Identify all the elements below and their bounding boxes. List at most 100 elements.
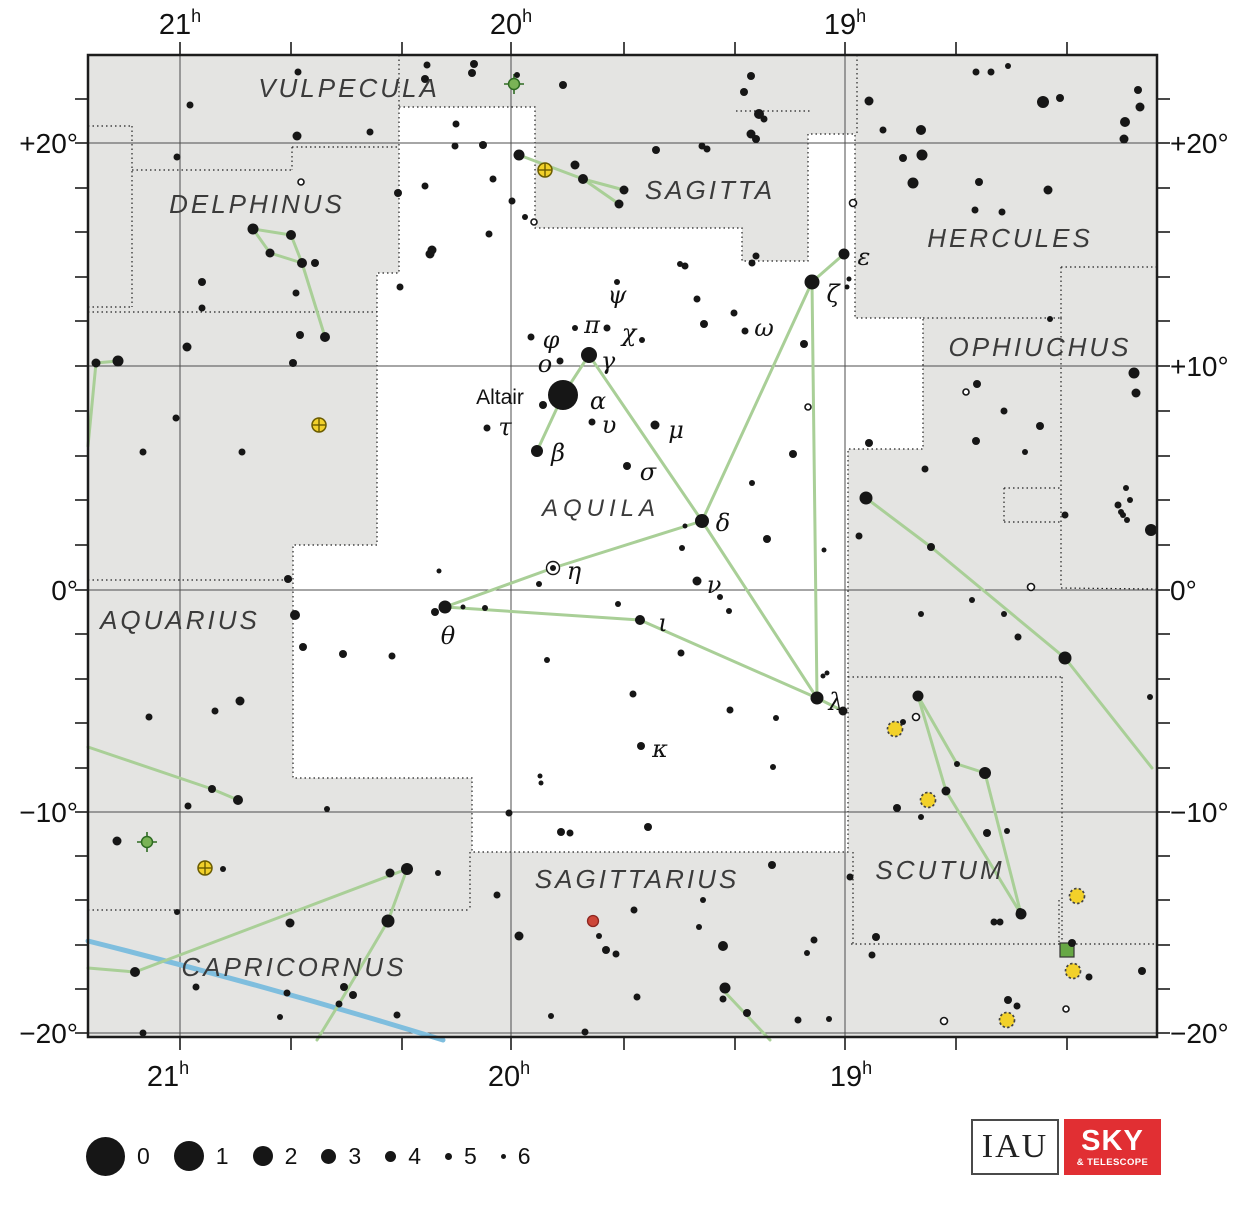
star xyxy=(581,1028,589,1036)
tick-marks xyxy=(75,42,1170,1050)
star xyxy=(220,866,226,872)
star xyxy=(990,918,998,926)
star xyxy=(182,342,192,352)
star xyxy=(615,601,621,607)
ra-label-top: 19h xyxy=(824,6,866,41)
star xyxy=(186,101,194,109)
deep-sky-objects xyxy=(137,74,1086,1029)
star xyxy=(296,331,304,339)
legend-label: 2 xyxy=(284,1142,298,1169)
star xyxy=(996,918,1004,926)
star xyxy=(644,823,652,831)
open-star xyxy=(848,198,858,208)
star xyxy=(614,199,624,209)
star xyxy=(588,418,596,426)
constellation-label: SCUTUM xyxy=(875,855,1004,885)
greek-letter-label: ζ xyxy=(826,280,841,308)
figure-line xyxy=(810,280,819,700)
legend-label: 3 xyxy=(348,1142,362,1169)
star xyxy=(718,941,728,951)
star xyxy=(570,160,580,170)
star xyxy=(566,829,574,837)
figure-line xyxy=(864,496,1154,770)
star xyxy=(703,145,711,153)
greek-letter-label: η xyxy=(567,557,582,585)
constellation-name-labels: VULPECULA DELPHINUS SAGITTA HERCULES OPHIUCH… xyxy=(98,73,1131,982)
star xyxy=(826,1016,832,1022)
star xyxy=(1120,117,1130,127)
star xyxy=(292,289,300,297)
star xyxy=(1118,509,1124,515)
star xyxy=(1022,449,1028,455)
magnitude-dot-icon xyxy=(173,1141,204,1171)
star xyxy=(719,995,727,1003)
constellation-label: SAGITTA xyxy=(645,175,775,205)
star xyxy=(679,545,685,551)
logo-row: IAU SKY & TELESCOPE xyxy=(971,1119,1161,1177)
open-star xyxy=(962,388,970,396)
star xyxy=(431,608,439,616)
greek-letter-label: χ xyxy=(620,319,638,347)
star xyxy=(112,836,122,846)
star xyxy=(192,983,200,991)
greek-letter-label: λ xyxy=(827,688,843,716)
star xyxy=(872,933,880,941)
star xyxy=(299,643,307,651)
star xyxy=(284,575,292,583)
star xyxy=(174,909,180,915)
greek-letter-label: ι xyxy=(658,609,667,637)
star xyxy=(681,262,689,270)
star xyxy=(247,223,259,235)
star xyxy=(1000,407,1008,415)
dec-label-right: −20° xyxy=(1170,1018,1229,1049)
star xyxy=(1058,651,1072,665)
star xyxy=(838,248,850,260)
ra-label-bottom: 20h xyxy=(488,1058,530,1093)
star xyxy=(514,931,524,941)
star xyxy=(1068,939,1076,947)
greek-letter-label: ψ xyxy=(608,281,628,309)
star xyxy=(366,128,374,136)
star xyxy=(340,983,348,991)
star xyxy=(292,131,302,141)
star xyxy=(855,532,863,540)
star xyxy=(726,608,732,614)
star xyxy=(602,946,610,954)
star xyxy=(969,597,975,603)
legend-label: 1 xyxy=(215,1142,229,1169)
figure-line xyxy=(587,353,704,523)
star xyxy=(396,283,404,291)
star xyxy=(538,780,544,786)
star xyxy=(677,649,685,657)
star xyxy=(482,605,488,611)
dec-label-right: +10° xyxy=(1170,351,1229,382)
star xyxy=(527,333,535,341)
star xyxy=(393,1011,401,1019)
star xyxy=(233,795,243,805)
figure-line xyxy=(581,177,621,206)
legend-label: 5 xyxy=(463,1142,477,1169)
star xyxy=(572,325,578,331)
open-cluster-icon xyxy=(998,1011,1016,1029)
star xyxy=(820,673,826,679)
star xyxy=(557,828,565,836)
star xyxy=(652,146,660,154)
star xyxy=(1134,86,1142,94)
star xyxy=(198,278,206,286)
star xyxy=(1114,501,1122,509)
open-cluster-icon xyxy=(886,720,904,738)
legend-item-mag-4: 4 xyxy=(385,1143,421,1170)
dec-label-left: −10° xyxy=(19,797,78,828)
star xyxy=(979,767,991,779)
greek-letter-label: β xyxy=(550,439,565,467)
star xyxy=(91,358,101,368)
star xyxy=(1119,134,1129,144)
constellation-label: OPHIUCHUS xyxy=(948,332,1131,362)
figure-line xyxy=(315,867,409,1042)
open-cluster-icon xyxy=(1064,962,1082,980)
star xyxy=(438,600,452,614)
star xyxy=(265,248,275,258)
sky-logo-subtext: & TELESCOPE xyxy=(1076,1156,1149,1168)
star xyxy=(693,295,701,303)
sky-telescope-logo: SKY & TELESCOPE xyxy=(1064,1119,1161,1175)
